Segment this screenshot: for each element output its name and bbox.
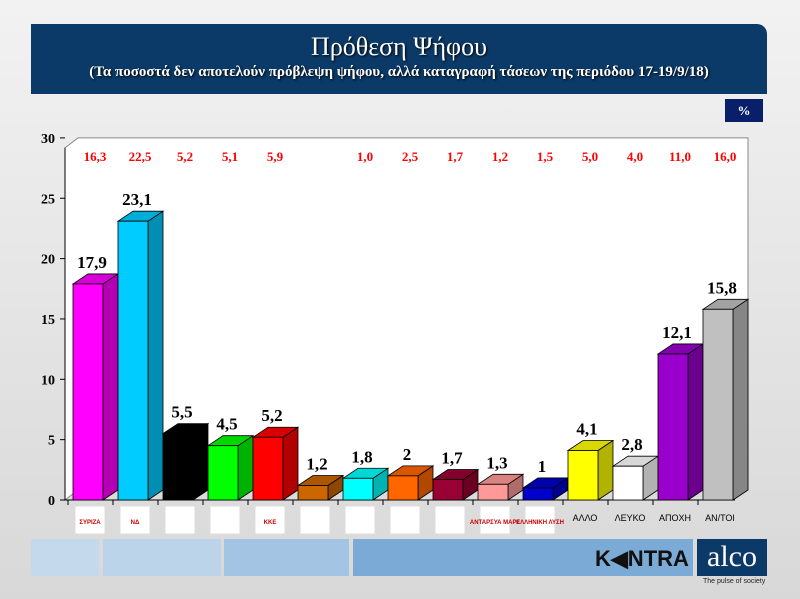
previous-value-label: 2,5	[402, 149, 419, 164]
bar	[387, 475, 419, 501]
previous-value-label: 5,9	[267, 149, 284, 164]
previous-value-label: 4,0	[627, 149, 643, 164]
bar	[162, 433, 194, 501]
x-tick-label: ΛΕΥΚΟ	[615, 513, 646, 523]
x-tick-label: ΑΝ/ΤΟΙ	[705, 513, 735, 523]
bar-value-label: 5,5	[171, 403, 192, 422]
bar	[117, 220, 149, 501]
footer-band	[224, 539, 349, 576]
x-tick-label: ΝΔ	[131, 520, 140, 526]
y-tick-label: 0	[48, 494, 55, 509]
bar-value-label: 1	[538, 457, 547, 476]
footer-band	[31, 539, 99, 576]
party-logo	[344, 505, 376, 535]
previous-value-label: 16,0	[714, 149, 737, 164]
previous-value-label: 11,0	[669, 149, 691, 164]
bar-value-label: 2,8	[621, 435, 642, 454]
bar	[477, 483, 509, 501]
y-tick-label: 15	[41, 313, 55, 328]
previous-value-label: 1,7	[447, 149, 464, 164]
y-tick-label: 20	[41, 253, 55, 268]
previous-value-label: 16,3	[84, 149, 107, 164]
x-tick-label: ΕΛΛΗΝΙΚΗ ΛΥΣΗ	[516, 520, 564, 526]
party-logo	[254, 505, 286, 535]
bar-side	[732, 298, 749, 501]
y-tick-label: 25	[41, 192, 55, 207]
kontra-logo: K◀NTRA	[595, 546, 689, 571]
previous-value-label: 22,5	[129, 149, 152, 164]
bar-value-label: 1,8	[351, 447, 372, 466]
party-logo	[479, 505, 511, 535]
party-logo	[389, 505, 421, 535]
bar-side	[282, 426, 299, 501]
bar-value-label: 15,8	[707, 278, 737, 297]
chart-subtitle: (Τα ποσοστά δεν αποτελούν πρόβλεψη ψήφου…	[89, 64, 709, 80]
bar-value-label: 1,3	[486, 453, 507, 472]
previous-value-label: 1,0	[357, 149, 373, 164]
x-tick-label: ΚΚΕ	[264, 520, 277, 526]
bar-side	[102, 273, 119, 501]
party-logo	[164, 505, 196, 535]
bar-side	[237, 434, 254, 501]
y-tick-label: 5	[48, 434, 55, 449]
bar-value-label: 5,2	[261, 406, 282, 425]
bar-side	[192, 422, 209, 501]
bar-chart: 05101520253017,916,3ΣΥΡΙΖΑ23,122,5ΝΔ5,55…	[41, 132, 750, 535]
y-tick-label: 30	[41, 132, 55, 147]
party-logo	[299, 505, 331, 535]
previous-value-label: 1,2	[492, 149, 508, 164]
bar-value-label: 12,1	[662, 323, 692, 342]
bar	[342, 477, 374, 501]
party-logo	[209, 505, 241, 535]
bar-value-label: 1,7	[441, 448, 463, 467]
chart-header: Πρόθεση Ψήφου (Τα ποσοστά δεν αποτελούν …	[31, 24, 767, 94]
x-tick-label: ΑΝΤΑΡΣΥΑ ΜΑΡΣ	[470, 520, 521, 526]
bar	[297, 485, 329, 501]
bar-value-label: 23,1	[122, 190, 152, 209]
bar-value-label: 4,1	[576, 420, 597, 439]
bar-value-label: 4,5	[216, 415, 237, 434]
x-tick-label: ΑΠΟΧΗ	[659, 513, 691, 523]
bar-value-label: 1,2	[306, 455, 327, 474]
alco-tagline: The pulse of society	[703, 578, 766, 585]
previous-value-label: 5,0	[582, 149, 598, 164]
x-tick-label: ΑΛΛΟ	[573, 513, 598, 523]
bar	[252, 436, 284, 501]
party-logo	[119, 505, 151, 535]
previous-value-label: 5,1	[222, 149, 238, 164]
bar	[612, 465, 644, 501]
party-logo	[524, 505, 556, 535]
unit-badge: %	[725, 99, 763, 122]
previous-value-label: 1,5	[537, 149, 554, 164]
footer-band	[353, 539, 693, 576]
bar	[702, 308, 734, 501]
bar-side	[147, 210, 164, 501]
footer-band	[103, 539, 221, 576]
bar	[657, 353, 689, 501]
bar	[207, 445, 239, 501]
x-tick-label: ΣΥΡΙΖΑ	[79, 520, 101, 526]
bar	[522, 487, 554, 501]
bar	[567, 450, 599, 501]
bar-value-label: 17,9	[77, 253, 107, 272]
party-logo	[74, 505, 106, 535]
bar	[72, 283, 104, 501]
previous-value-label: 5,2	[177, 149, 193, 164]
bar-side	[687, 343, 704, 501]
bar-value-label: 2	[403, 445, 412, 464]
chart-title: Πρόθεση Ψήφου	[311, 32, 487, 61]
y-tick-label: 10	[41, 373, 55, 388]
bar	[432, 479, 464, 501]
alco-logo: alco	[697, 539, 767, 576]
party-logo	[434, 505, 466, 535]
